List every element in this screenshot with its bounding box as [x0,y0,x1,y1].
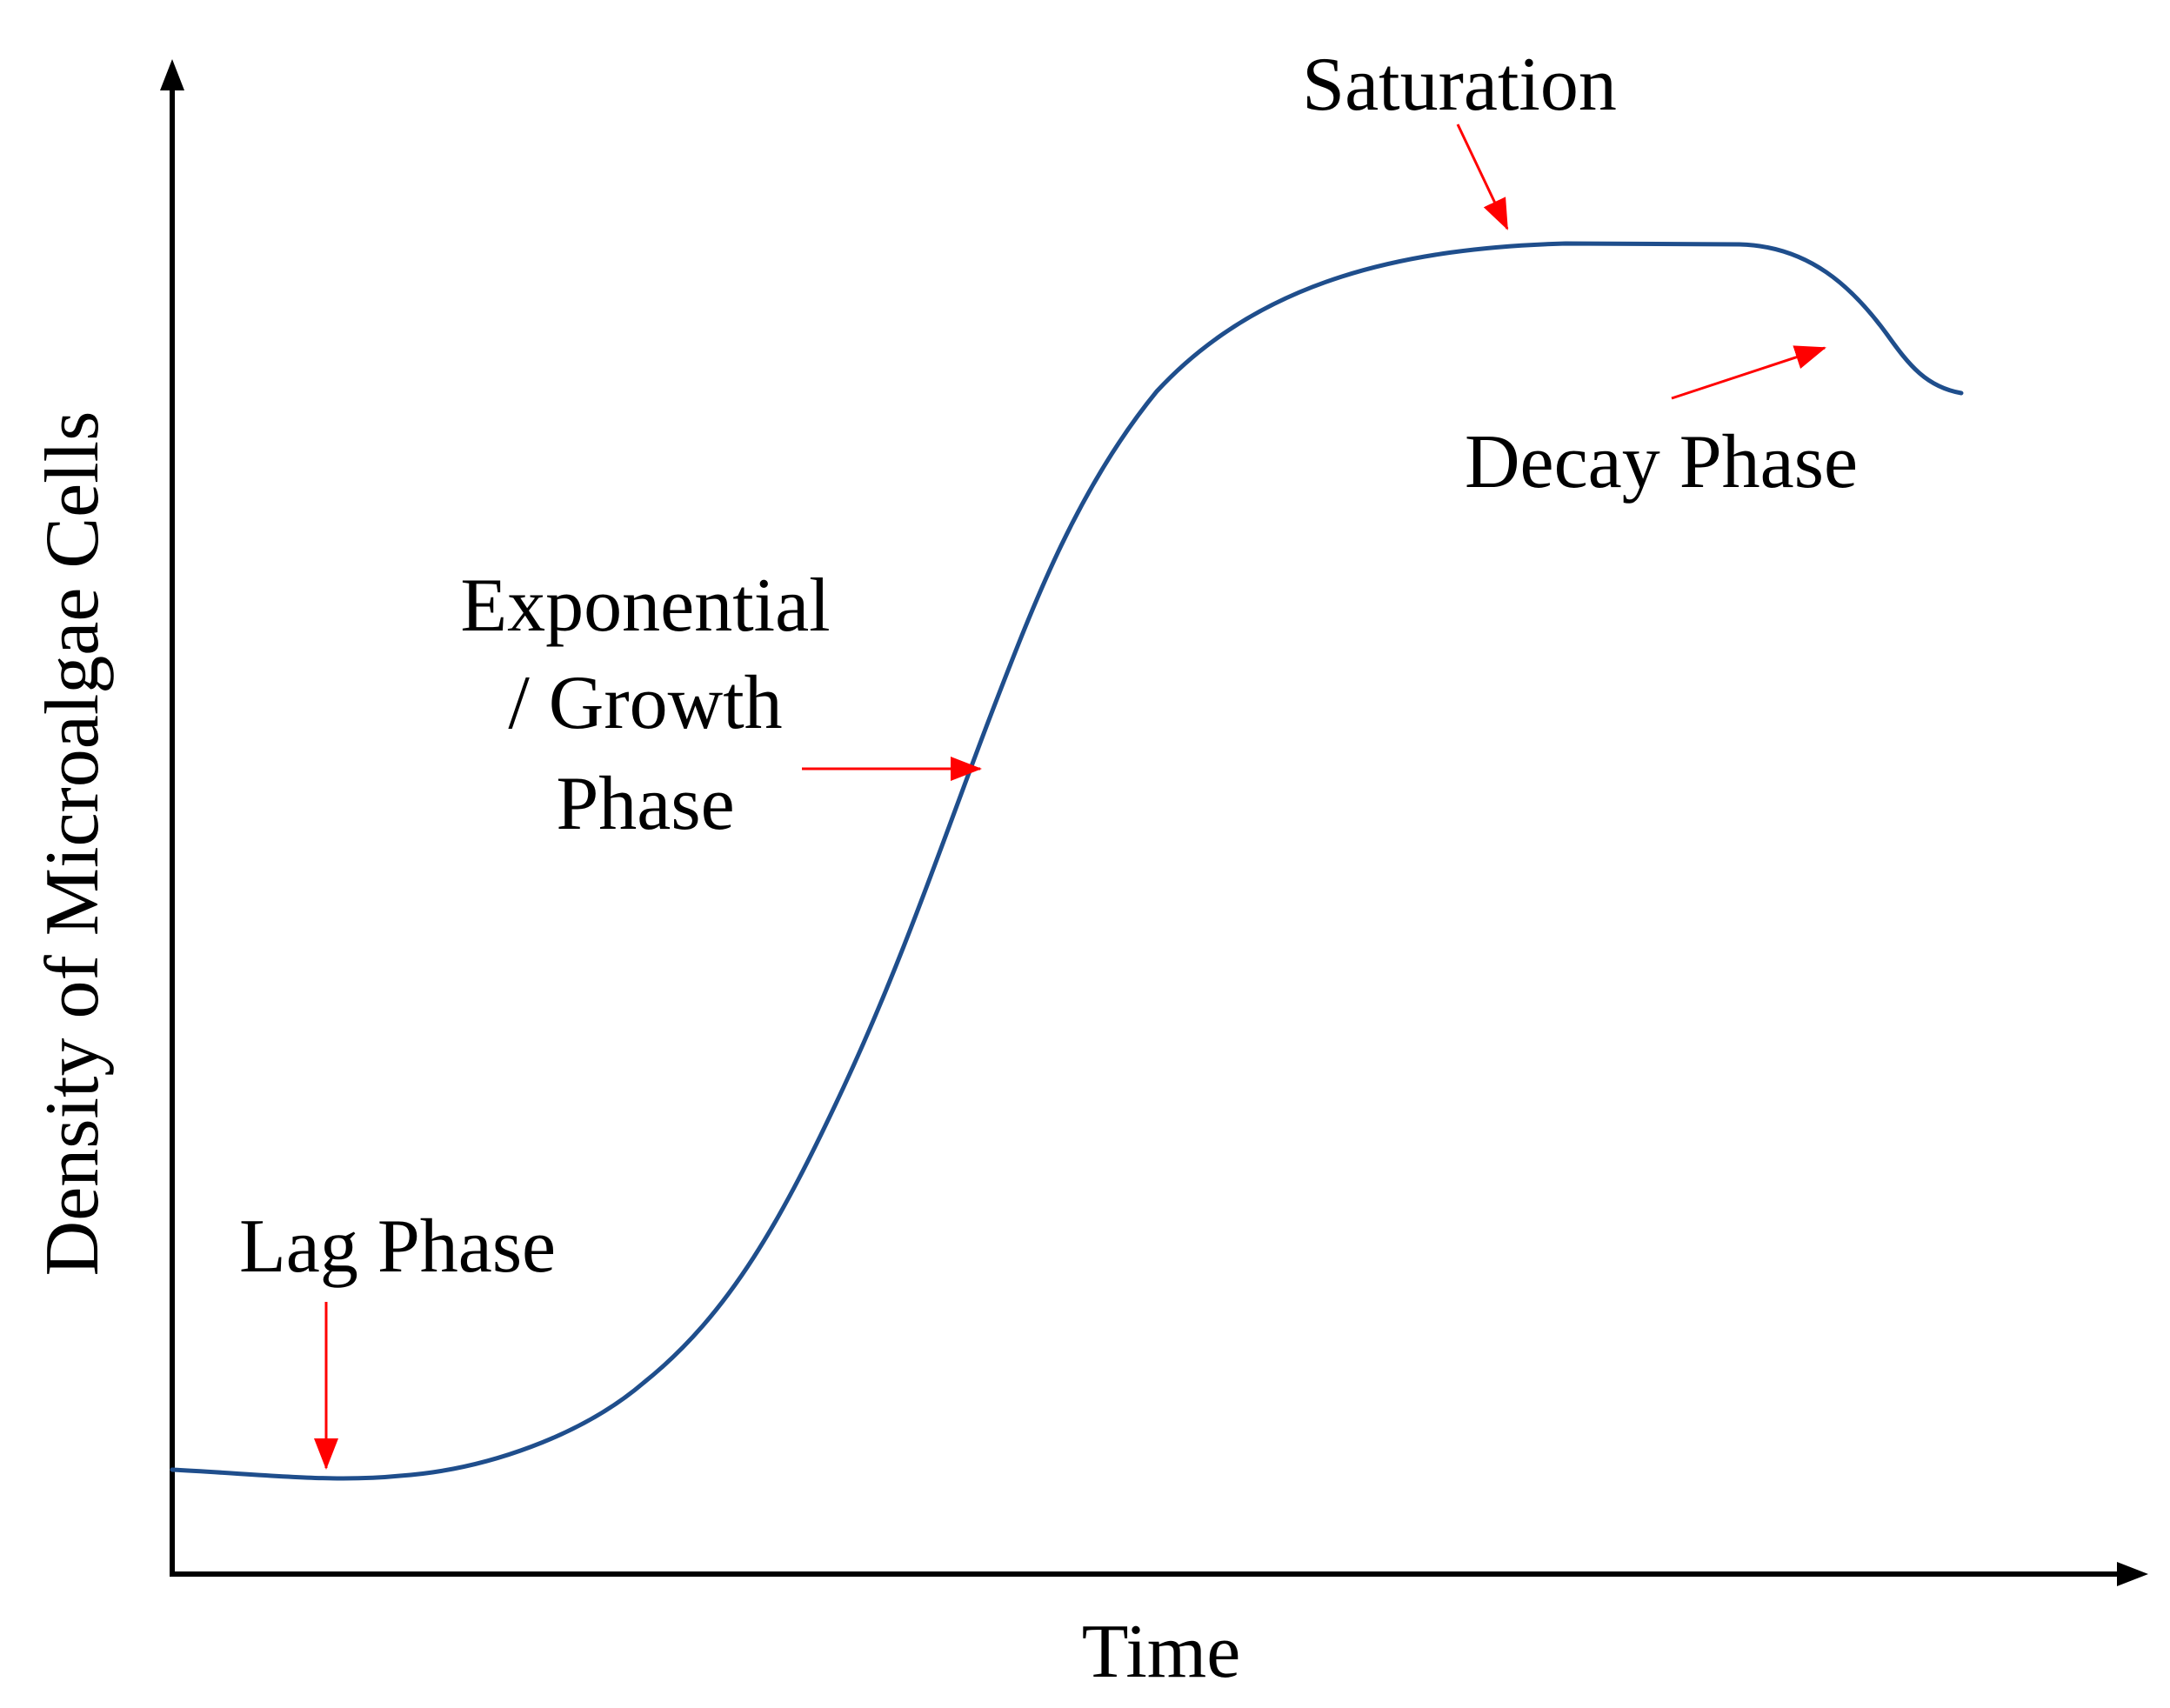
lag-phase-label: Lag Phase [239,1204,556,1289]
y-axis-arrowhead [160,59,184,90]
decay-phase-arrow [1671,345,1826,400]
exponential-phase-label-line-1: Exponential [460,564,830,648]
growth-curve [170,241,1964,1481]
y-axis-label: Density of Microalgae Cells [30,411,115,1277]
x-axis-label: Time [1082,1610,1241,1694]
exponential-phase-label-line-3: Phase [556,762,734,846]
callout-arrows [314,123,1826,1470]
x-axis-arrowhead [2117,1562,2148,1586]
saturation-arrow [1456,123,1509,230]
axes [160,59,2148,1586]
decay-phase-label: Decay Phase [1465,420,1858,504]
exponential-phase-label-line-2: / Growth [508,661,782,745]
saturation-label: Saturation [1302,43,1617,127]
